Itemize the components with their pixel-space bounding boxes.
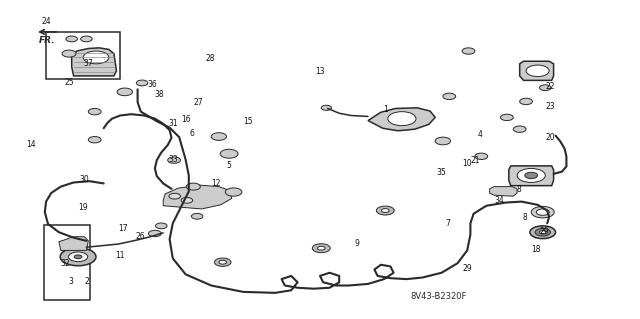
- Text: 4: 4: [477, 130, 483, 139]
- Circle shape: [536, 209, 549, 215]
- Circle shape: [60, 248, 96, 266]
- Text: 32: 32: [60, 259, 70, 268]
- Circle shape: [435, 137, 451, 145]
- Circle shape: [81, 36, 92, 42]
- Circle shape: [68, 252, 88, 262]
- Circle shape: [500, 114, 513, 121]
- Text: 2: 2: [84, 277, 89, 286]
- Circle shape: [74, 255, 82, 259]
- Circle shape: [62, 50, 76, 57]
- Text: 24: 24: [41, 17, 51, 26]
- Text: 29: 29: [462, 264, 472, 273]
- Text: 7: 7: [445, 219, 451, 228]
- Text: 23: 23: [545, 102, 556, 111]
- Circle shape: [526, 65, 549, 77]
- Text: 12: 12: [212, 179, 221, 188]
- Circle shape: [225, 188, 242, 196]
- Circle shape: [388, 112, 416, 126]
- Circle shape: [117, 88, 132, 96]
- Text: 10: 10: [462, 159, 472, 168]
- Text: FR.: FR.: [39, 36, 56, 45]
- Circle shape: [156, 223, 167, 229]
- Circle shape: [540, 85, 551, 91]
- Text: 8: 8: [516, 185, 521, 194]
- Text: 30: 30: [79, 175, 90, 184]
- Circle shape: [312, 244, 330, 253]
- Text: 25: 25: [64, 78, 74, 87]
- Circle shape: [535, 228, 550, 236]
- Circle shape: [530, 226, 556, 239]
- Text: 36: 36: [147, 80, 157, 89]
- Text: 16: 16: [180, 115, 191, 124]
- Text: 3: 3: [68, 277, 73, 286]
- Circle shape: [513, 126, 526, 132]
- Bar: [44, 225, 90, 300]
- Text: 15: 15: [243, 117, 253, 126]
- Circle shape: [66, 36, 77, 42]
- Text: 28: 28: [205, 54, 214, 63]
- Circle shape: [136, 80, 148, 86]
- Text: 29: 29: [539, 227, 549, 236]
- Text: 14: 14: [26, 140, 36, 149]
- Polygon shape: [163, 185, 232, 209]
- Circle shape: [531, 206, 554, 218]
- Text: 8V43-B2320F: 8V43-B2320F: [410, 292, 467, 301]
- Circle shape: [186, 183, 200, 190]
- Text: 38: 38: [154, 90, 164, 99]
- Circle shape: [475, 153, 488, 160]
- Circle shape: [376, 206, 394, 215]
- Circle shape: [520, 98, 532, 105]
- Circle shape: [517, 168, 545, 182]
- Text: 20: 20: [545, 133, 556, 142]
- Circle shape: [317, 246, 325, 250]
- Circle shape: [181, 197, 193, 203]
- Text: 21: 21: [470, 156, 479, 165]
- Circle shape: [220, 149, 238, 158]
- Circle shape: [88, 108, 101, 115]
- Circle shape: [169, 193, 180, 199]
- Circle shape: [321, 105, 332, 110]
- Text: 17: 17: [118, 224, 128, 233]
- Polygon shape: [490, 187, 517, 196]
- Circle shape: [191, 213, 203, 219]
- Text: 18: 18: [532, 245, 541, 254]
- Circle shape: [83, 51, 109, 64]
- Circle shape: [214, 258, 231, 266]
- Polygon shape: [59, 237, 88, 250]
- Polygon shape: [72, 48, 116, 76]
- Text: 8: 8: [522, 213, 527, 222]
- Circle shape: [88, 137, 101, 143]
- Text: 13: 13: [315, 67, 325, 76]
- Text: 1: 1: [383, 105, 388, 114]
- Text: 26: 26: [136, 232, 146, 241]
- Text: 9: 9: [355, 239, 360, 248]
- Circle shape: [443, 93, 456, 100]
- Circle shape: [525, 172, 538, 179]
- Text: 35: 35: [436, 168, 447, 177]
- Circle shape: [148, 230, 161, 237]
- Polygon shape: [368, 108, 435, 131]
- Text: 37: 37: [83, 59, 93, 68]
- Polygon shape: [520, 61, 554, 80]
- Text: 11: 11: [116, 251, 125, 260]
- Text: 22: 22: [546, 82, 555, 91]
- Circle shape: [540, 231, 546, 234]
- Text: 34: 34: [494, 196, 504, 205]
- Circle shape: [219, 260, 227, 264]
- Bar: [46, 32, 120, 79]
- Circle shape: [462, 48, 475, 54]
- Text: 33: 33: [168, 155, 178, 164]
- Circle shape: [168, 157, 180, 163]
- Polygon shape: [509, 166, 554, 186]
- Text: 5: 5: [227, 161, 232, 170]
- Text: 6: 6: [189, 129, 195, 138]
- Circle shape: [211, 133, 227, 140]
- Text: 27: 27: [193, 98, 204, 107]
- Text: 19: 19: [78, 204, 88, 212]
- Text: 31: 31: [168, 119, 178, 128]
- Circle shape: [381, 209, 389, 212]
